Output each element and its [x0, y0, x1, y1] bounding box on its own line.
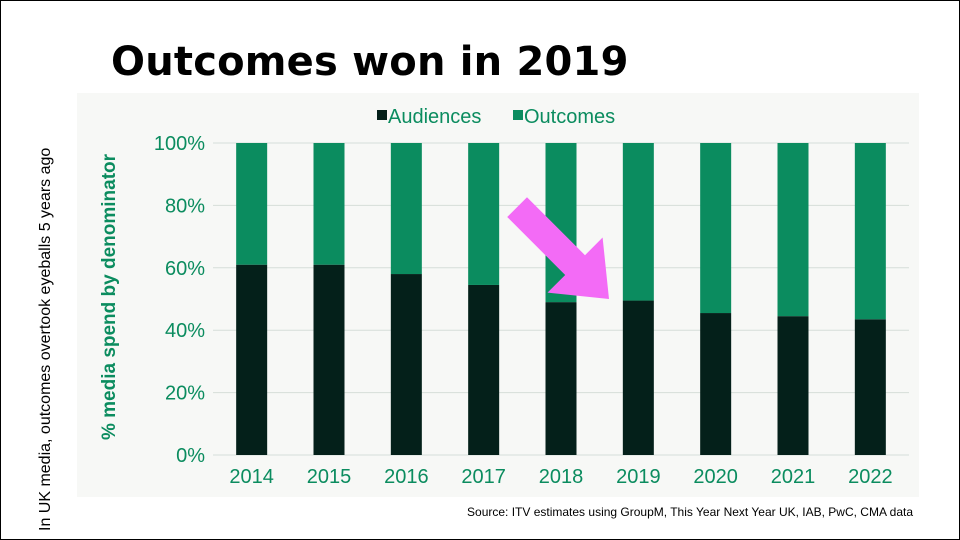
- bars: [236, 143, 886, 455]
- bar-audiences-2014: [236, 264, 268, 455]
- bar-outcomes-2014: [236, 143, 268, 265]
- bar-audiences-2021: [777, 316, 809, 455]
- bar-audiences-2019: [622, 300, 654, 455]
- bar-audiences-2022: [854, 319, 886, 455]
- legend-label-outcomes: Outcomes: [524, 106, 615, 128]
- legend-swatch-outcomes: [513, 110, 523, 120]
- y-tick-label: 100%: [154, 133, 205, 155]
- arrow-shape: [507, 197, 609, 299]
- bar-outcomes-2021: [777, 143, 809, 317]
- bar-outcomes-2022: [854, 143, 886, 320]
- y-tick-label: 20%: [165, 383, 205, 405]
- chart-panel: 0% 20% 40% 60% 80% 100% 2014 2015 2016 2017 2018 2…: [77, 93, 919, 497]
- stacked-bar-chart: 0%20%40%60%80%100% 2014 2015 2016 2017 2018 2…: [99, 106, 909, 488]
- x-tick-label: 2014: [229, 466, 274, 488]
- legend-label-audiences: Audiences: [388, 106, 481, 128]
- arrow-icon: [507, 197, 609, 299]
- x-tick-label: 2022: [848, 466, 893, 488]
- bar-outcomes-2019: [622, 143, 654, 301]
- bar-outcomes-2020: [700, 143, 732, 314]
- legend: Audiences Outcomes: [377, 106, 615, 128]
- x-tick-labels: 2014 2015 2016 2017 2018 2019 2020 2021 2022: [229, 466, 892, 488]
- y-tick-label: 0%: [176, 445, 205, 467]
- bar-audiences-2017: [468, 284, 500, 455]
- bar-audiences-2015: [313, 264, 345, 455]
- x-tick-label: 2015: [307, 466, 352, 488]
- x-tick-label: 2020: [693, 466, 738, 488]
- x-tick-label: 2018: [539, 466, 584, 488]
- x-tick-label: 2019: [616, 466, 661, 488]
- x-tick-label: 2021: [771, 466, 816, 488]
- bar-audiences-2018: [545, 302, 577, 455]
- slide-title: Outcomes won in 2019: [111, 39, 629, 85]
- y-axis-label: % media spend by denominator: [99, 153, 120, 440]
- bar-outcomes-2015: [313, 143, 345, 265]
- bar-audiences-2020: [700, 313, 732, 455]
- bar-outcomes-2017: [468, 143, 500, 285]
- bar-outcomes-2016: [390, 143, 422, 275]
- y-tick-labels: 0% 20% 40% 60% 80% 100%: [154, 133, 205, 467]
- x-tick-label: 2017: [461, 466, 506, 488]
- bar-audiences-2016: [390, 274, 422, 455]
- x-tick-label: 2016: [384, 466, 429, 488]
- y-tick-label: 40%: [165, 320, 205, 342]
- y-tick-label: 80%: [165, 195, 205, 217]
- legend-swatch-audiences: [377, 110, 387, 120]
- source-note: Source: ITV estimates using GroupM, This…: [467, 505, 913, 519]
- y-tick-label: 60%: [165, 258, 205, 280]
- side-note: In UK media, outcomes overtook eyeballs …: [37, 147, 54, 531]
